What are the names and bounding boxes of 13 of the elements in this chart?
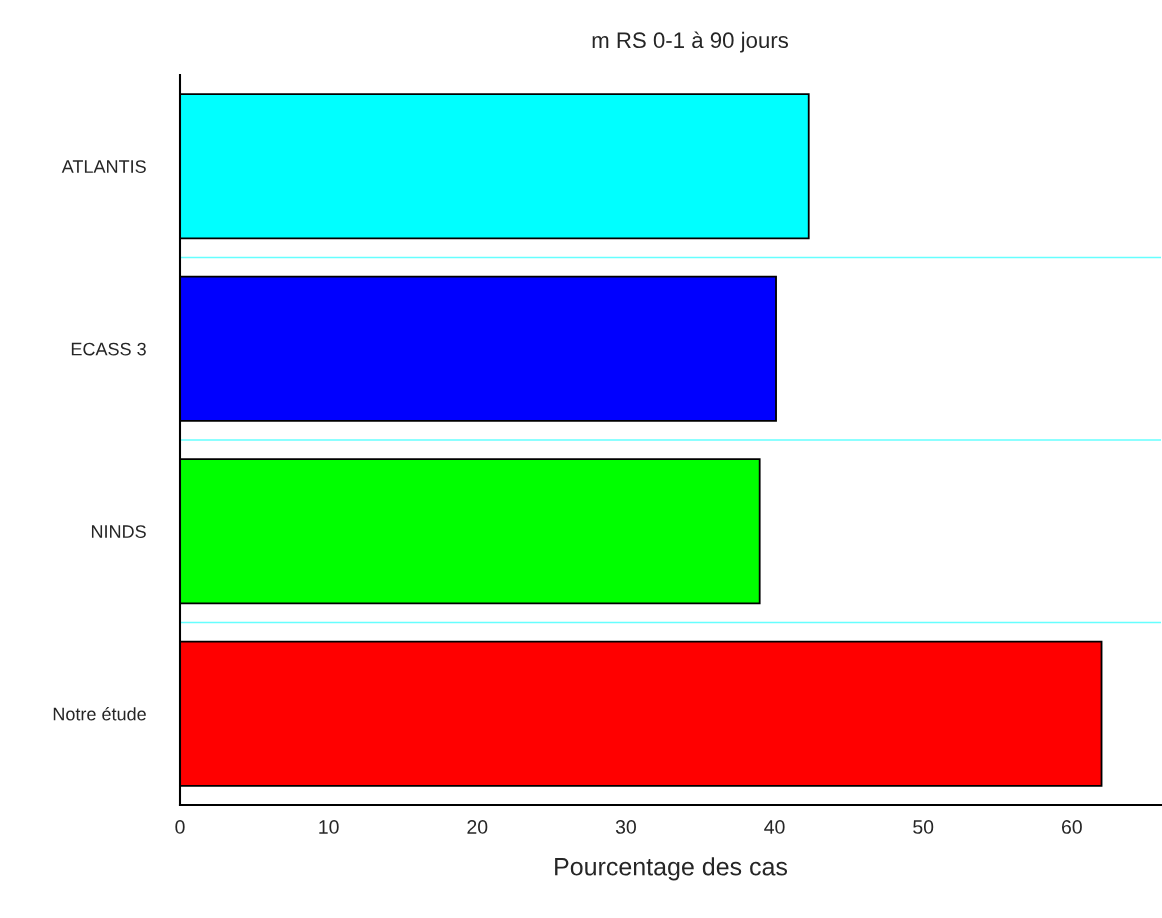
x-tick-label: 40	[764, 820, 785, 834]
x-tick-label: 0	[175, 820, 185, 834]
y-tick-label: ATLANTIS	[61, 160, 146, 173]
x-tick-label: 20	[467, 820, 488, 834]
x-tick-label: 30	[615, 820, 636, 834]
x-tick-label: 60	[1061, 820, 1082, 834]
y-tick-label: NINDS	[91, 525, 146, 538]
x-tick-label: 50	[913, 820, 934, 834]
y-tick-label: ECASS 3	[71, 342, 146, 356]
x-tick-label: 10	[319, 820, 339, 834]
chart-title: m RS 0-1 à 90 jours	[592, 31, 789, 53]
y-tick-label: Notre étude	[53, 707, 146, 721]
x-axis-title: Pourcentage des cas	[555, 857, 788, 881]
